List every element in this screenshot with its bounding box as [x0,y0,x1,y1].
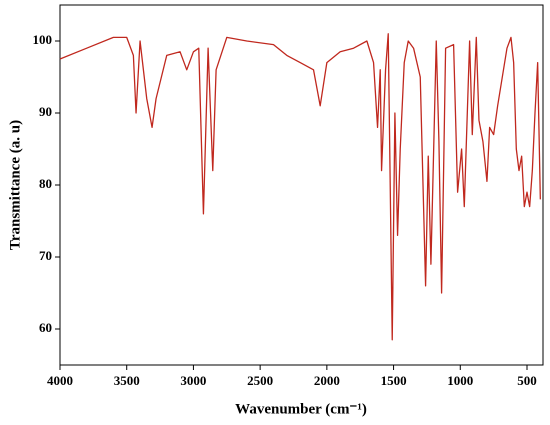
x-tick-label: 3000 [180,373,206,388]
spectrum-line [59,33,541,341]
x-tick-label: 500 [517,373,537,388]
x-tick-label: 1500 [381,373,407,388]
x-tick-label: 3500 [114,373,140,388]
x-tick-label: 1000 [447,373,473,388]
y-axis-title: Transmittance (a. u) [7,120,23,250]
y-tick-label: 60 [39,320,52,335]
x-tick-label: 2000 [314,373,340,388]
y-tick-label: 100 [33,32,53,47]
y-tick-label: 70 [39,248,52,263]
x-axis-title: Wavenumber (cm⁻¹) [235,401,367,417]
x-tick-label: 4000 [47,373,73,388]
y-tick-label: 80 [39,176,52,191]
x-tick-label: 2500 [247,373,273,388]
y-tick-label: 90 [39,104,52,119]
